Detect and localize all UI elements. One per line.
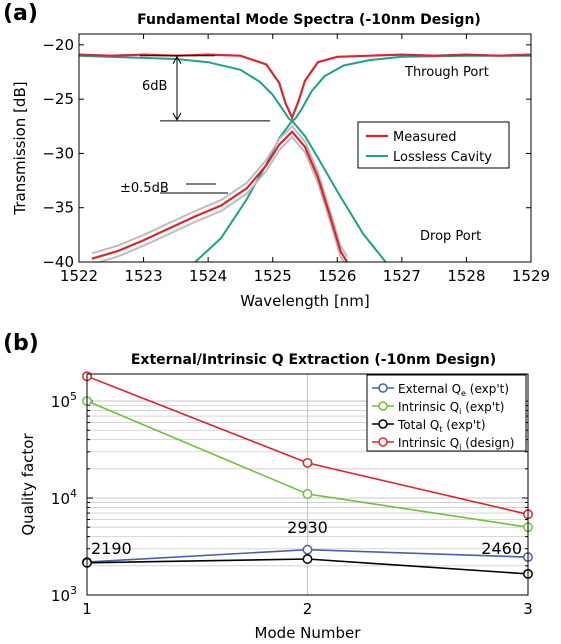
panel-b-frame: [86, 373, 529, 596]
data-label: 2190: [91, 539, 132, 558]
y-tick-label: −40: [42, 253, 74, 271]
x-tick-label: 1522: [60, 267, 98, 285]
y-tick-label: −30: [42, 144, 74, 162]
x-tick-label: 1527: [383, 267, 421, 285]
legend-label-lossless: Lossless Cavity: [393, 150, 492, 165]
x-axis-label: Wavelength [nm]: [240, 292, 370, 310]
uncertainty-upper: [91, 124, 348, 258]
y-tick-label: 104: [51, 487, 77, 508]
legend-marker-0: [378, 383, 388, 393]
series-line-measured-drop: [91, 130, 348, 262]
series-point-1: [302, 489, 313, 499]
x-tick-label: 1528: [447, 267, 485, 285]
y-axis-label: Transmission [dB]: [11, 81, 29, 215]
panel-b-legend: External Qe (exp't) Intrinsic Qi (exp't) T…: [366, 374, 527, 452]
panel-b-tag: (b): [3, 331, 39, 356]
y-tick-label: −20: [42, 36, 74, 54]
x-tick-label: 1529: [512, 267, 550, 285]
six-db-label: 6dB: [142, 79, 167, 94]
legend-marker-3: [378, 437, 388, 447]
panel-a-plot: [79, 53, 531, 262]
legend-marker-2: [378, 419, 388, 429]
drop-port-label: Drop Port: [420, 229, 481, 244]
panel-a-frame: [78, 33, 532, 263]
data-label: 2930: [287, 518, 328, 537]
arrow-head-down: [172, 112, 182, 121]
through-port-label: Through Port: [404, 65, 489, 80]
legend-label-3: Intrinsic Qi (design): [398, 436, 514, 452]
x-tick-label: 1525: [254, 267, 292, 285]
legend-marker-1: [378, 401, 388, 411]
series-point-0: [302, 544, 313, 555]
uncertainty-lower: [95, 135, 345, 262]
legend-label-2: Total Qt (exp't): [397, 418, 486, 434]
arrow-head-up: [172, 55, 182, 64]
x-tick-label: 2: [303, 600, 313, 618]
pm-label: ±0.5dB: [120, 181, 169, 196]
legend-box: [357, 121, 510, 169]
panel-a-tag: (a): [3, 1, 38, 26]
y-tick-label: 103: [51, 584, 77, 605]
y-axis-label: Quality factor: [19, 433, 37, 536]
legend-label-0: External Qe (exp't): [398, 382, 509, 398]
x-tick-label: 1526: [318, 267, 356, 285]
legend-label-1: Intrinsic Qi (exp't): [398, 400, 504, 416]
x-tick-label: 1523: [124, 267, 162, 285]
legend-label-measured: Measured: [393, 130, 457, 145]
panel-a-legend: Measured Lossless Cavity: [357, 121, 510, 169]
series-point-3: [302, 457, 313, 468]
series-point-2: [302, 554, 313, 564]
x-tick-label: 1524: [189, 267, 227, 285]
y-tick-label: −25: [42, 90, 74, 108]
x-tick-label: 3: [523, 600, 533, 618]
data-label: 2460: [481, 539, 522, 558]
panel-a-title: Fundamental Mode Spectra (-10nm Design): [137, 12, 481, 28]
x-tick-label: 1: [82, 600, 92, 618]
panel-b-title: External/Intrinsic Q Extraction (-10nm D…: [131, 352, 496, 368]
y-tick-label: 105: [51, 390, 77, 411]
y-tick-label: −35: [42, 199, 74, 217]
x-axis-label: Mode Number: [255, 624, 362, 642]
series-line-lossless-drop: [194, 119, 387, 262]
